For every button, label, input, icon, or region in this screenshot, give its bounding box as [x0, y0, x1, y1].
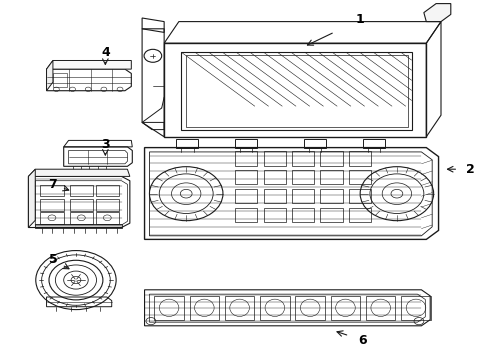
- Polygon shape: [424, 4, 451, 22]
- Text: 5: 5: [49, 253, 57, 266]
- Text: 7: 7: [49, 178, 57, 191]
- Polygon shape: [47, 60, 131, 69]
- Polygon shape: [28, 169, 130, 176]
- Text: 6: 6: [358, 334, 367, 347]
- Polygon shape: [28, 169, 35, 228]
- Text: 2: 2: [466, 163, 475, 176]
- Text: 1: 1: [356, 13, 365, 26]
- Polygon shape: [47, 60, 53, 91]
- Text: 4: 4: [101, 46, 110, 59]
- Text: 3: 3: [101, 138, 110, 150]
